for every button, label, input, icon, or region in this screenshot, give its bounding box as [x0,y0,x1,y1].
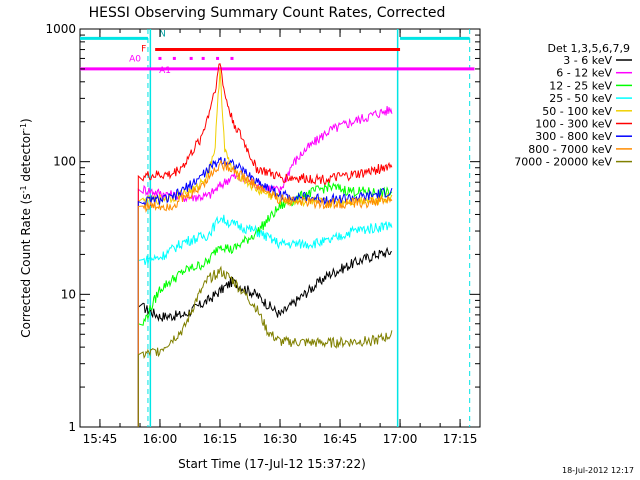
x-tick-label-5: 17:00 [383,432,418,446]
a0-flag-dot-2 [189,56,193,60]
x-tick-label-2: 16:15 [203,432,238,446]
series-line-1 [137,105,393,427]
flag-label-n: N [159,29,166,39]
series-line-7 [137,159,393,427]
legend-entry-7: 800 - 7000 keV [528,143,612,156]
x-tick-label-1: 16:00 [143,432,178,446]
a0-flag-dot-1 [172,56,176,60]
legend-entry-1: 6 - 12 keV [556,67,612,80]
y-axis-label-part2: detector [19,131,33,186]
flag-label-f: F [141,45,146,55]
y-axis-label-part3: ) [19,118,33,123]
legend-entry-8: 7000 - 20000 keV [514,156,612,169]
legend-entry-6: 300 - 800 keV [535,130,612,143]
series-line-0 [137,246,392,427]
flags-layer: N FA0 A1 [80,29,475,427]
y-tick-label-3: 1000 [45,22,76,36]
series-line-5 [137,63,393,427]
x-tick-label-6: 17:15 [443,432,478,446]
y-axis-label-exp1: -1 [19,185,28,193]
y-axis-label: Corrected Count Rate (s-1 detector-1) [19,118,34,337]
legend-entry-0: 3 - 6 keV [563,54,612,67]
y-tick-label-1: 10 [61,287,76,301]
y-axis-label-exp2: -1 [19,123,28,131]
date-stamp: 18-Jul-2012 12:17 [562,466,634,475]
y-tick-label-2: 100 [53,155,76,169]
series-line-3 [137,214,393,427]
x-tick-label-0: 15:45 [83,432,118,446]
y-tick-label-0: 1 [68,420,76,434]
legend-entry-2: 12 - 25 keV [549,79,612,92]
plot-frame [79,28,481,428]
chart-title: HESSI Observing Summary Count Rates, Cor… [89,5,446,21]
legend-entry-3: 25 - 50 keV [549,92,612,105]
legend-entry-5: 100 - 300 keV [535,118,612,131]
series-line-2 [137,181,393,427]
series-layer [137,63,393,427]
flag-label-a1: A1 [159,66,171,76]
a0-flag-dot-4 [216,56,220,60]
y-axis-label-part1: Corrected Count Rate (s [19,193,33,337]
x-tick-label-4: 16:45 [323,432,358,446]
axes-layer: 15:45 16:00 16:15 16:30 16:45 17:00 17:15 1 10 10… [45,22,480,446]
series-line-6 [137,156,393,427]
legend-title: Det 1,3,5,6,7,9 [547,42,630,55]
x-tick-label-3: 16:30 [263,432,298,446]
x-axis-label: Start Time (17-Jul-12 15:37:22) [178,457,366,471]
a0-flag-dot-5 [230,56,234,60]
a0-flag-dot-3 [201,56,205,60]
flag-label-a0: A0 [129,54,141,64]
series-line-8 [137,265,393,427]
legend-entry-4: 50 - 100 keV [542,105,612,118]
a0-flag-dot-0 [158,56,162,60]
